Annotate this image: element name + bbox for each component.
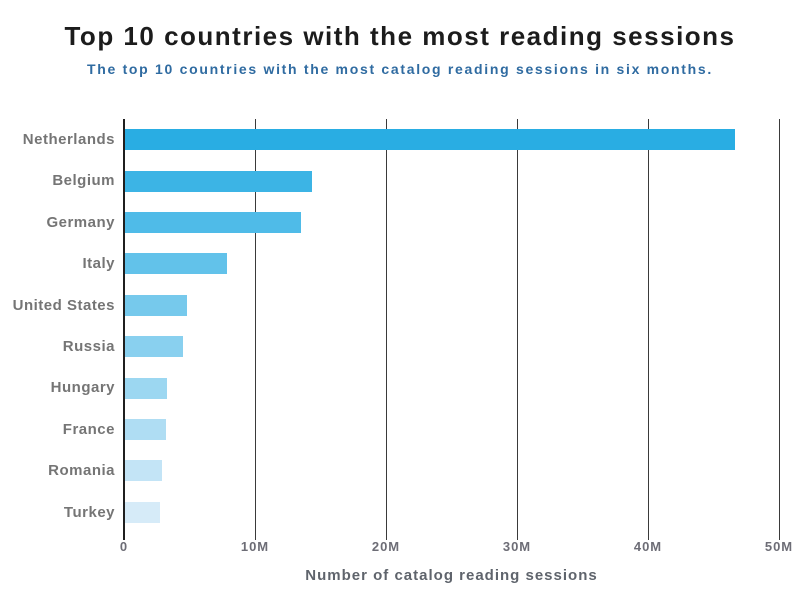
x-tick-0: 0 [119,539,129,554]
x-tick-10M: 10M [240,539,270,554]
bar-romania [125,460,162,482]
bar-netherlands [125,129,736,151]
bar-united-states [125,294,187,316]
category-label-italy: Italy [82,255,115,273]
category-label-germany: Germany [46,213,115,231]
gridline-30M [517,119,518,540]
gridline-50M [779,119,780,540]
x-tick-20M: 20M [371,539,401,554]
y-axis-line [123,119,125,540]
x-axis-title: Number of catalog reading sessions [305,567,598,584]
category-label-russia: Russia [62,338,115,355]
bar-russia [125,336,183,358]
category-label-hungary: Hungary [50,379,115,397]
plot-area [123,119,780,540]
bar-hungary [125,377,167,399]
category-label-netherlands: Netherlands [22,131,115,148]
gridline-20M [386,119,387,540]
bar-germany [125,212,301,233]
bar-italy [125,253,228,275]
gridline-40M [648,119,649,540]
bar-france [125,419,166,440]
category-label-turkey: Turkey [63,503,115,521]
bar-turkey [125,501,161,523]
y-axis-labels: Netherlands Belgium Germany Italy United Sta… [0,119,115,533]
x-tick-30M: 30M [502,539,532,554]
x-tick-40M: 40M [633,539,663,554]
category-label-belgium: Belgium [52,172,115,190]
chart-title: Top 10 countries with the most reading s… [64,21,736,51]
gridline-10M [255,119,256,540]
category-label-united-states: United States [12,296,115,314]
chart-subtitle: The top 10 countries with the most catal… [86,61,713,77]
bar-belgium [125,170,313,192]
x-axis-ticks: 0 10M 20M 30M 40M 50M [120,539,792,557]
x-tick-50M: 50M [764,539,794,554]
category-label-romania: Romania [48,462,115,480]
category-label-france: France [62,420,115,438]
